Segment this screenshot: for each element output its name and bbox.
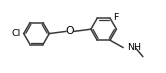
Text: NH: NH (127, 43, 141, 52)
Text: Cl: Cl (12, 29, 21, 38)
Text: F: F (113, 13, 118, 22)
Text: O: O (66, 26, 74, 36)
